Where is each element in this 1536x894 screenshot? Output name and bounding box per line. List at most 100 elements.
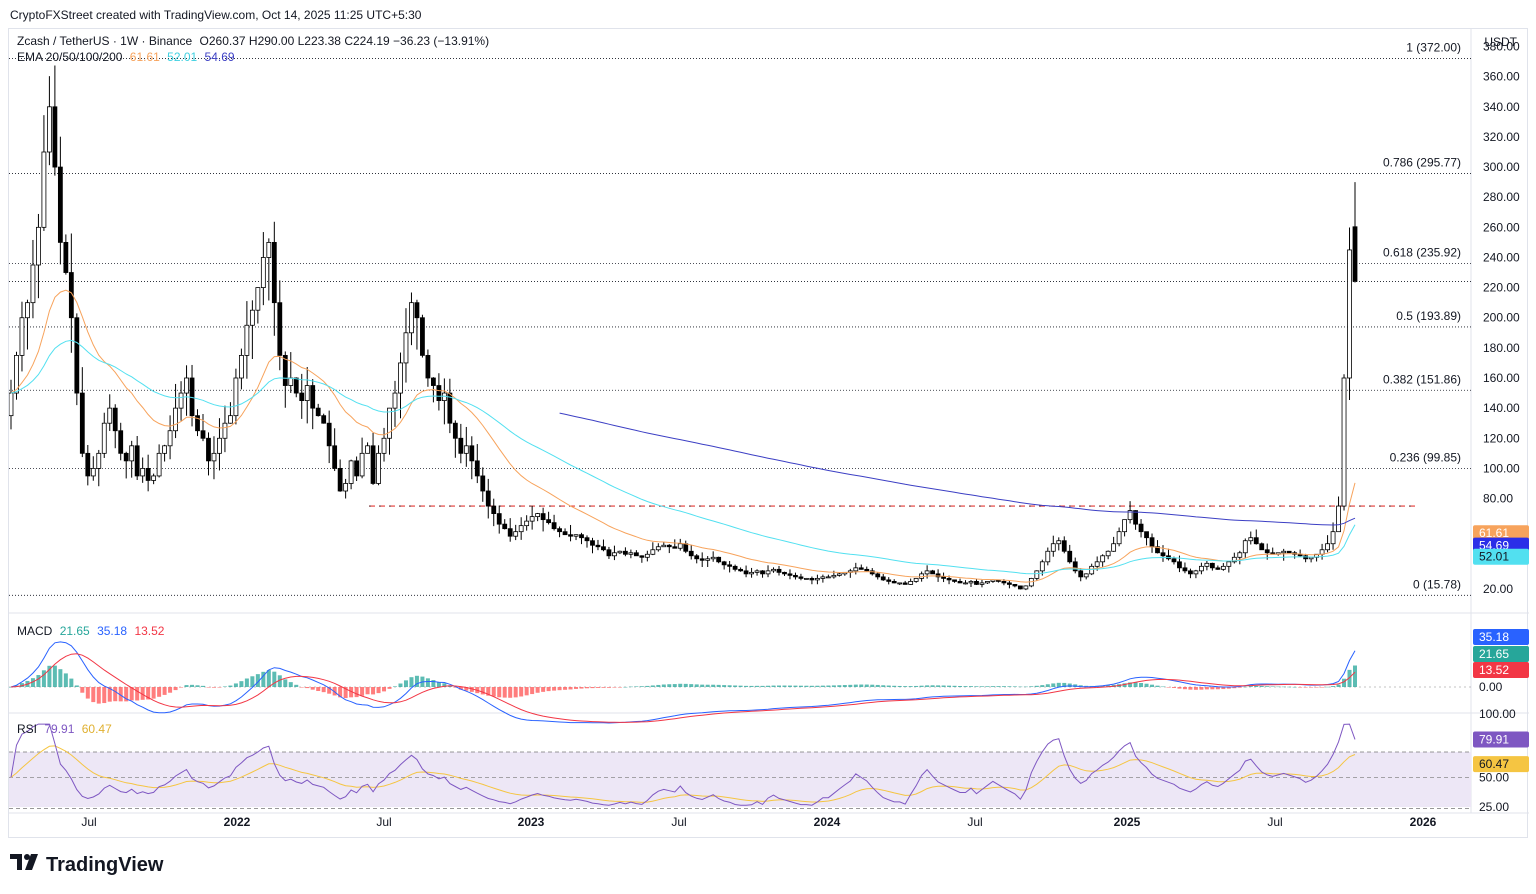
- macd-hist-bar: [530, 687, 535, 695]
- candle: [754, 569, 760, 576]
- candle-body: [101, 422, 107, 454]
- ema50-axis-badge-bg: [1473, 548, 1529, 565]
- candle: [968, 580, 974, 588]
- x-tick-label: 2026: [1410, 815, 1437, 829]
- candle-body: [90, 467, 96, 477]
- macd-hist-bar: [9, 687, 13, 688]
- macd-hist-bar: [831, 685, 836, 687]
- candle-body: [233, 377, 239, 417]
- chart-container[interactable]: 20.00 80.00 100.00 120.00 140.00 160.00 180.00…: [8, 28, 1529, 839]
- candle: [74, 313, 80, 406]
- candle-body: [880, 576, 886, 581]
- candle: [930, 569, 935, 575]
- candle: [1204, 561, 1210, 571]
- currency-label: USDT: [1484, 35, 1517, 49]
- candle: [952, 579, 957, 583]
- candle-body: [1138, 523, 1144, 533]
- macd-hist-bar: [1034, 685, 1039, 687]
- candle-body: [1072, 561, 1078, 572]
- fib-label-0_382: 0.382 (151.86): [1383, 372, 1461, 386]
- macd-hist-bar: [925, 685, 930, 687]
- macd-hist-bar: [650, 685, 655, 687]
- candle-body: [145, 467, 151, 481]
- candle: [1182, 562, 1188, 574]
- candle: [167, 415, 173, 460]
- candle-body: [1286, 550, 1292, 554]
- candle: [804, 577, 809, 580]
- candle: [1045, 547, 1051, 566]
- macd-hist-bar: [41, 670, 46, 687]
- candle-body: [776, 568, 782, 573]
- rsi-50-label: 50.00: [1479, 770, 1509, 784]
- candle: [974, 578, 979, 586]
- candle: [458, 423, 464, 464]
- candle-body: [425, 354, 431, 379]
- candle-body: [557, 528, 562, 533]
- macd-hist-bar: [184, 685, 189, 687]
- candle: [1012, 584, 1018, 588]
- candle: [573, 534, 579, 541]
- candle: [847, 568, 853, 578]
- candle: [1061, 536, 1067, 554]
- candle: [535, 512, 541, 522]
- x-tick-label: Jul: [376, 815, 391, 829]
- macd-hist-bar: [711, 684, 716, 687]
- candle: [282, 351, 288, 408]
- candle: [765, 565, 771, 578]
- candle: [1253, 529, 1259, 545]
- candle-body: [299, 392, 305, 402]
- macd-hist-bar: [30, 678, 35, 687]
- candle: [315, 403, 321, 417]
- candle: [633, 550, 639, 557]
- macd-hist-bar: [486, 687, 491, 696]
- candle: [277, 280, 283, 371]
- candle: [957, 578, 963, 584]
- candle-body: [63, 241, 69, 273]
- macd-hist-bar: [623, 686, 628, 688]
- macd-hist-bar: [327, 687, 332, 694]
- candle-body: [793, 574, 798, 578]
- macd-hist-bar: [1287, 686, 1292, 688]
- rsi-axis-badge: 79.91: [1479, 732, 1509, 746]
- macd-hist-bar: [535, 687, 540, 693]
- macd-hist-bar: [1347, 669, 1352, 687]
- candle-body: [206, 437, 211, 462]
- macd-hist-bar: [1292, 686, 1297, 688]
- candle-body: [321, 415, 327, 424]
- macd-hist-bar: [201, 685, 205, 687]
- macd-hist-bar: [343, 687, 348, 699]
- candle-body: [579, 534, 584, 539]
- rsi-legend: RSI 79.91 60.47: [17, 722, 116, 736]
- candle-body: [1144, 531, 1149, 539]
- candle: [1144, 531, 1149, 546]
- candle-body: [836, 573, 842, 576]
- candle: [601, 539, 606, 552]
- macd-hist-bar: [354, 687, 359, 698]
- candle-body: [963, 582, 968, 585]
- candle: [217, 418, 222, 471]
- candle: [557, 526, 562, 538]
- candle: [672, 539, 678, 549]
- candle-body: [749, 571, 754, 575]
- candle-body: [655, 546, 661, 551]
- candle-body: [1237, 552, 1243, 558]
- macd-hist-bar: [585, 687, 589, 689]
- candle-body: [1083, 573, 1089, 578]
- candle-body: [1007, 582, 1012, 585]
- macd-hist-bar: [47, 665, 52, 687]
- y-tick-label: 220.00: [1483, 281, 1520, 295]
- price-chart-svg[interactable]: 20.00 80.00 100.00 120.00 140.00 160.00 180.00…: [9, 29, 1529, 839]
- macd-hist-bar: [409, 677, 414, 687]
- macd-hist-bar: [639, 686, 644, 687]
- candle-body: [743, 570, 749, 575]
- candle: [1067, 544, 1073, 564]
- candle-body: [354, 460, 360, 477]
- candle: [228, 402, 233, 424]
- macd-hist-bar: [908, 686, 913, 687]
- candle-body: [1325, 543, 1330, 551]
- candle: [36, 213, 41, 299]
- macd-hist-bar: [1243, 686, 1248, 688]
- macd-histogram-group: [9, 665, 1357, 704]
- candle-body: [650, 549, 656, 555]
- candle: [1336, 496, 1341, 533]
